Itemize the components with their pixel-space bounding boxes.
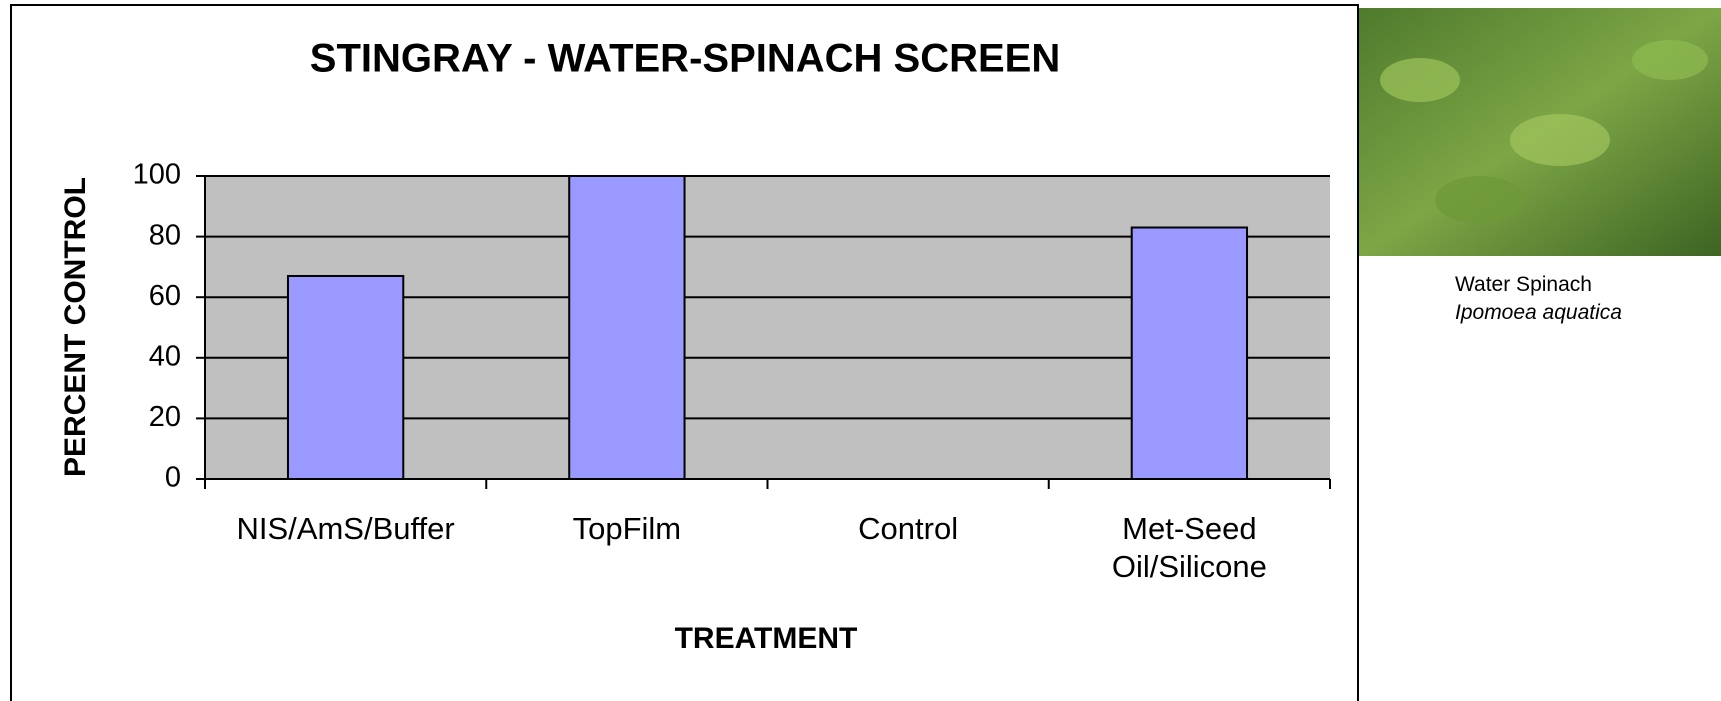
x-tick-label: TopFilm [486, 510, 767, 548]
chart: STINGRAY - WATER-SPINACH SCREEN PERCENT … [0, 0, 1721, 701]
photo-leaf [1380, 58, 1460, 102]
y-tick-label: 0 [165, 462, 181, 494]
chart-title: STINGRAY - WATER-SPINACH SCREEN [310, 37, 1060, 81]
bar [288, 276, 403, 479]
y-tick-label: 20 [149, 401, 181, 433]
y-tick-label: 40 [149, 340, 181, 372]
page: STINGRAY - WATER-SPINACH SCREEN PERCENT … [0, 0, 1721, 701]
x-tick-label: Control [768, 510, 1049, 548]
photo-leaf [1510, 114, 1610, 166]
y-axis-label: PERCENT CONTROL [59, 177, 92, 477]
y-tick-label: 80 [149, 219, 181, 251]
photo-leaf [1435, 176, 1525, 224]
caption-scientific-name: Ipomoea aquatica [1455, 301, 1622, 325]
x-tick-label: Met-Seed Oil/Silicone [1049, 510, 1330, 586]
caption-common-name: Water Spinach [1455, 273, 1592, 297]
x-axis-label: TREATMENT [675, 622, 858, 655]
bar [569, 176, 684, 479]
y-tick-label: 60 [149, 280, 181, 312]
x-tick-label: NIS/AmS/Buffer [205, 510, 486, 548]
photo-leaf [1632, 40, 1708, 80]
bar [1132, 228, 1247, 479]
y-tick-label: 100 [133, 159, 181, 191]
